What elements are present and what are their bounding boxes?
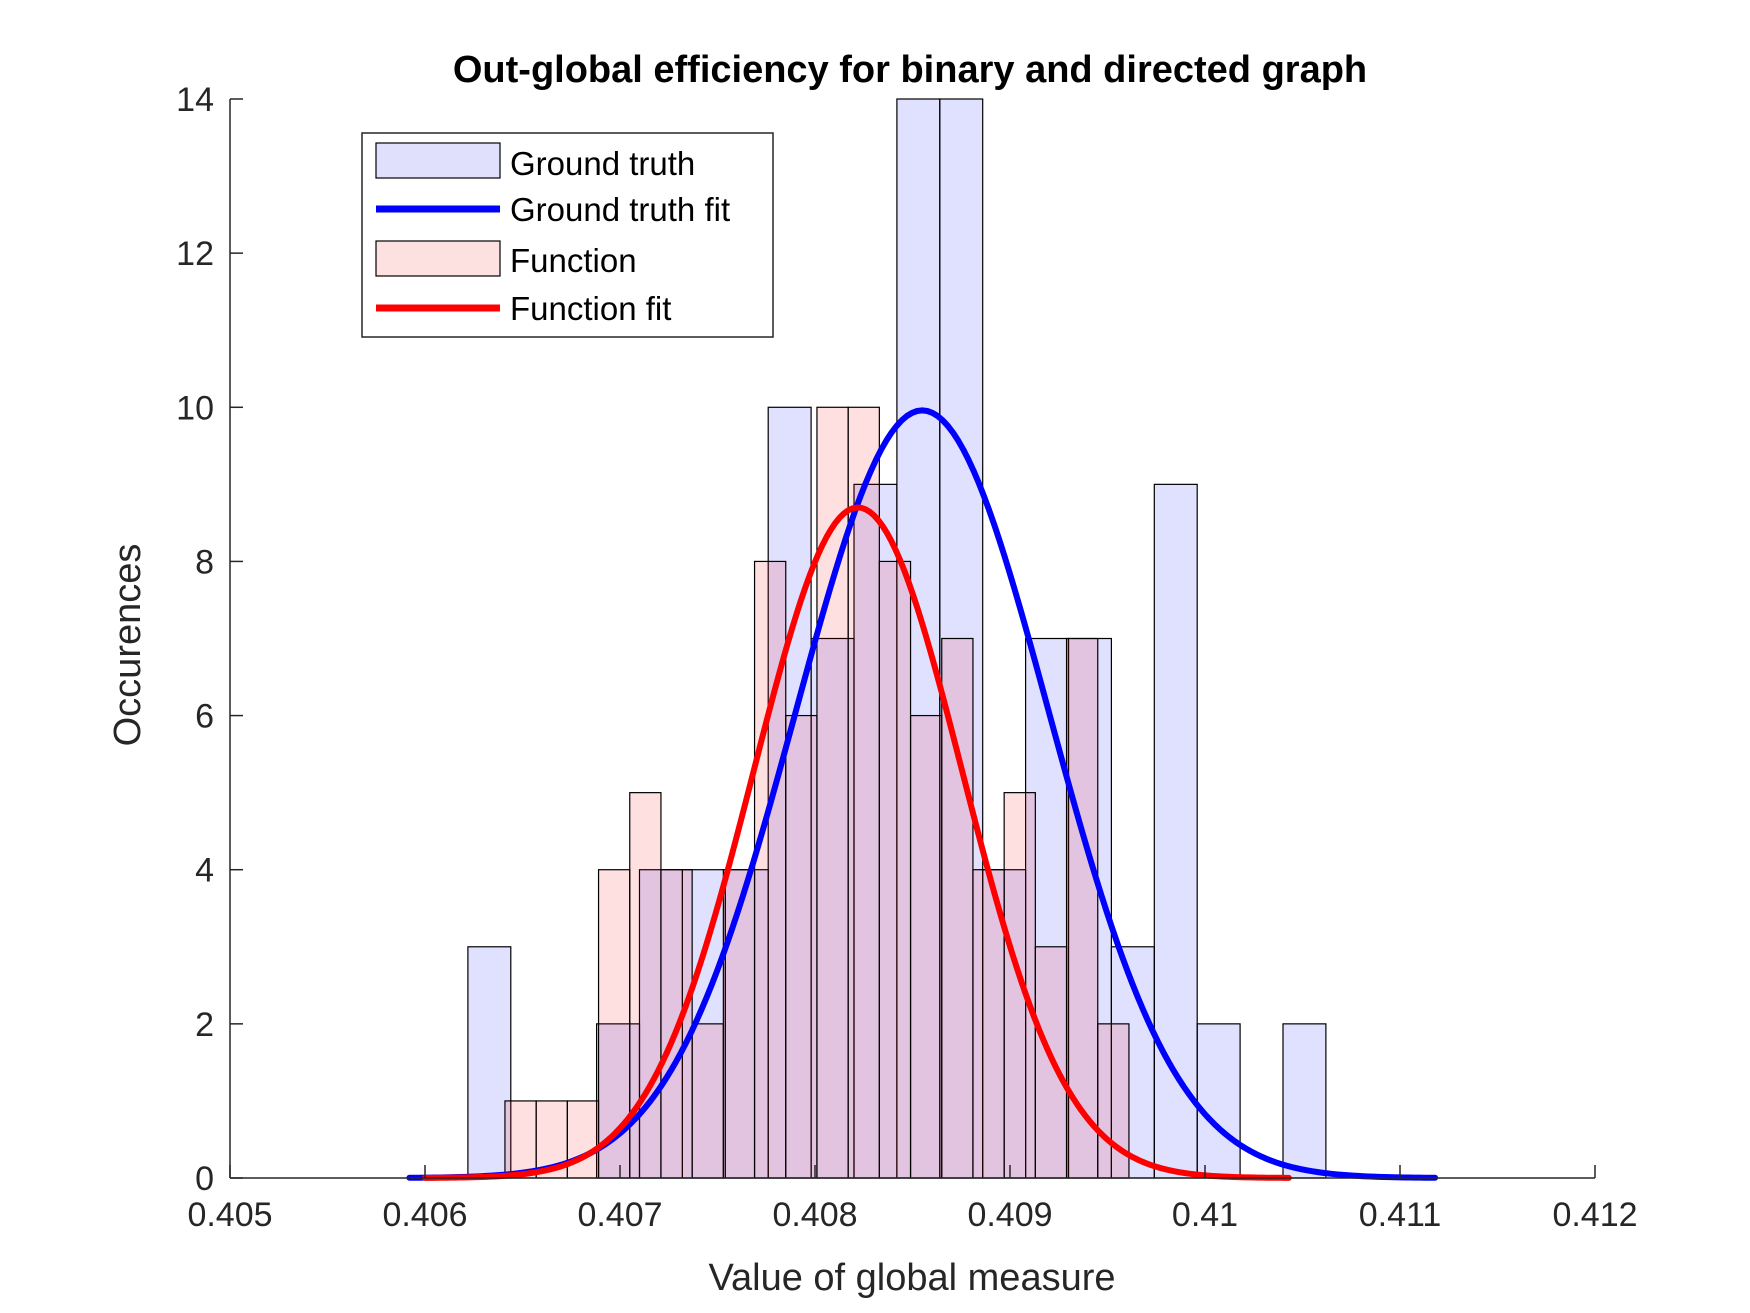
ground-truth-histogram — [467, 98, 1327, 1179]
legend-label-function-fit: Function fit — [510, 290, 671, 327]
function-bar — [722, 869, 756, 1179]
x-tick-label: 0.412 — [1552, 1196, 1637, 1234]
function-bar — [566, 1100, 600, 1179]
y-tick-label: 6 — [195, 698, 214, 736]
function-bar — [691, 1023, 724, 1179]
chart-title: Out-global efficiency for binary and dir… — [453, 49, 1367, 91]
y-tick-label: 8 — [195, 543, 214, 581]
y-axis-label: Occurences — [107, 544, 149, 747]
x-tick-label: 0.405 — [187, 1196, 272, 1234]
ground-truth-bar — [595, 1023, 641, 1179]
function-bar — [816, 406, 849, 1179]
x-tick-label: 0.411 — [1359, 1196, 1442, 1234]
function-bar — [753, 560, 787, 1179]
x-tick-label: 0.409 — [967, 1196, 1052, 1234]
fit-curves — [406, 407, 1439, 1181]
ground-truth-bar — [467, 946, 512, 1179]
x-tick-label: 0.408 — [772, 1196, 857, 1234]
ground-truth-bar — [1282, 1023, 1327, 1179]
y-tick-label: 14 — [176, 81, 214, 119]
legend-label-function: Function — [510, 242, 637, 279]
function-bar — [878, 560, 912, 1179]
ground-truth-bar — [1196, 1023, 1241, 1179]
function-bar — [1065, 637, 1099, 1179]
function-histogram — [504, 406, 1130, 1179]
y-tick-label: 12 — [176, 235, 214, 273]
ground-truth-bar — [1024, 637, 1070, 1179]
ground-truth-bar — [1153, 483, 1198, 1179]
function-bar — [504, 1100, 537, 1179]
legend-label-ground-truth: Ground truth — [510, 145, 695, 182]
legend-label-ground-truth-fit: Ground truth fit — [510, 191, 730, 228]
axes: 0.405 0.406 0.407 0.408 0.409 0.41 0.411 0.412 0… — [176, 81, 1637, 1234]
function-bar — [785, 714, 818, 1179]
legend-swatch-ground-truth — [375, 142, 501, 179]
legend: Ground truth Ground truth fit Function F… — [361, 132, 774, 338]
x-tick-label: 0.407 — [577, 1196, 662, 1234]
function-bar — [909, 714, 943, 1179]
ground-truth-bar — [853, 483, 898, 1179]
y-tick-label: 0 — [195, 1160, 214, 1198]
y-tick-label: 2 — [195, 1006, 214, 1044]
y-tick-label: 4 — [195, 852, 214, 890]
x-tick-label: 0.41 — [1172, 1196, 1238, 1234]
x-tick-label: 0.406 — [382, 1196, 467, 1234]
function-fit-curve — [422, 504, 1292, 1181]
legend-swatch-function — [375, 240, 501, 277]
x-axis-label: Value of global measure — [709, 1257, 1116, 1299]
y-tick-label: 10 — [176, 389, 214, 427]
